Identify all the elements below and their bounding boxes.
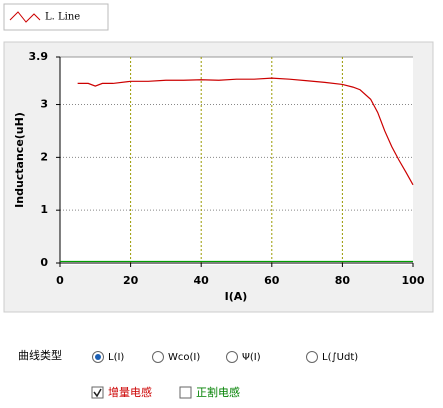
legend-label: L. Line: [45, 12, 80, 23]
x-tick-label: 80: [335, 274, 351, 287]
checkbox[interactable]: [91, 386, 104, 399]
curve-type-label: 曲线类型: [18, 348, 62, 362]
radio-dot: [95, 354, 101, 360]
radio-label[interactable]: Ψ(I): [242, 352, 261, 363]
y-tick-label: 2: [40, 150, 48, 163]
x-tick-label: 100: [402, 274, 425, 287]
legend-swatch: [9, 11, 41, 23]
legend-box: [3, 3, 109, 31]
checkbox-label[interactable]: 增量电感: [108, 385, 152, 399]
checkbox-label[interactable]: 正割电感: [196, 385, 240, 399]
x-tick-label: 0: [56, 274, 64, 287]
y-tick-label: 3.9: [29, 50, 49, 63]
checkbox[interactable]: [179, 386, 192, 399]
series-line: [77, 77, 414, 186]
x-tick-label: 60: [264, 274, 280, 287]
radio[interactable]: [152, 351, 164, 363]
y-axis-label: Inductance(uH): [13, 112, 26, 208]
checkmark: [93, 388, 102, 398]
radio[interactable]: [226, 351, 238, 363]
y-tick-label: 1: [40, 203, 48, 216]
plot-area: [60, 57, 413, 265]
radio[interactable]: [306, 351, 318, 363]
radio-label[interactable]: L(I): [108, 352, 124, 363]
x-tick-label: 20: [123, 274, 139, 287]
radio-label[interactable]: Wco(I): [168, 352, 200, 363]
radio-label[interactable]: L(∫Udt): [322, 352, 358, 363]
x-tick-label: 40: [194, 274, 210, 287]
y-tick-label: 3: [40, 98, 48, 111]
y-tick-label: 0: [40, 256, 48, 269]
x-axis-label: I(A): [225, 290, 248, 303]
